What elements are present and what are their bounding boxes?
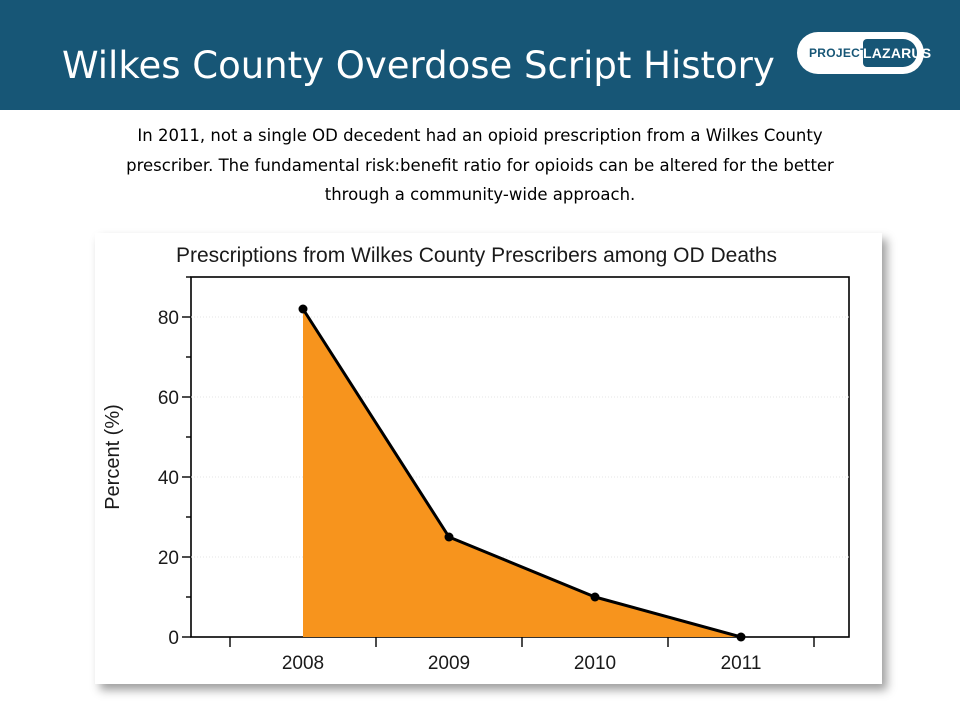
header-bar: Wilkes County Overdose Script History PR… [0,0,960,110]
subtitle: In 2011, not a single OD decedent had an… [30,121,930,210]
project-lazarus-logo: PROJECT LAZARUS [797,32,931,74]
series-line [301,308,742,639]
data-point-2011 [736,632,746,642]
subtitle-line-3: through a community-wide approach. [324,185,636,204]
x-tick-label: 2008 [282,653,324,674]
area-chart: Prescriptions from Wilkes County Prescri… [102,244,850,674]
y-tick-label: 0 [168,628,179,649]
data-point-2008 [298,304,308,314]
area-layer [303,309,741,637]
chart-card: Prescriptions from Wilkes County Prescri… [95,233,882,684]
y-tick-label: 60 [158,388,179,409]
x-tick-label: 2011 [721,653,762,674]
logo-lazarus-text: LAZARUS [863,39,931,67]
point-layer [298,304,746,642]
y-axis-label: Percent (%) [102,404,124,510]
subtitle-line-2: prescriber. The fundamental risk:benefit… [126,155,834,175]
axis-layer: 0 20 40 60 80 2008 2009 2010 2011 [158,276,815,674]
chart-title: Prescriptions from Wilkes County Prescri… [176,244,777,267]
y-tick-label: 20 [158,548,179,569]
area-fill [303,309,741,637]
logo-project-text: PROJECT [809,46,868,60]
data-point-2010 [590,592,600,602]
line-layer [301,308,742,639]
page-title: Wilkes County Overdose Script History [62,44,775,87]
y-tick-label: 40 [158,468,179,489]
y-tick-label: 80 [158,308,179,329]
x-tick-label: 2009 [428,653,470,674]
x-tick-label: 2010 [574,653,616,674]
data-point-2009 [444,532,454,542]
subtitle-line-1: In 2011, not a single OD decedent had an… [137,126,823,145]
